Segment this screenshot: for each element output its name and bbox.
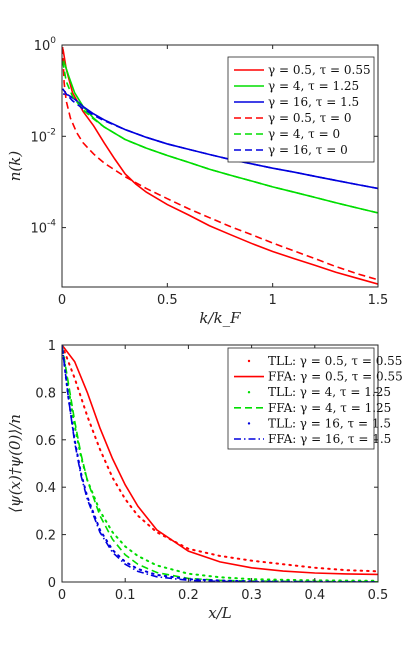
y-tick-label: 0 — [48, 576, 56, 591]
axes-box — [61, 344, 379, 583]
legend-box — [227, 347, 375, 450]
x-tick-label: 0.2 — [178, 588, 199, 603]
legend-entry: γ = 4, τ = 0 — [268, 127, 340, 141]
y-axis-label: n(k) — [6, 151, 24, 182]
series-line-4 — [62, 47, 378, 281]
y-tick-label: 10-2 — [30, 127, 56, 145]
legend-swatch — [247, 391, 251, 394]
chart-2: 0 0.1 0.2 0.3 0.4 0.5 0 0.2 0.4 0.6 0.8 1 x/L ⟨ψ(x)†ψ… — [6, 339, 403, 622]
legend-entry: TLL: γ = 4, τ = 1.25 — [268, 385, 391, 399]
legend-swatch — [247, 359, 251, 363]
y-tick-exponent: 0 — [50, 36, 56, 46]
y-tick-base: 10 — [30, 130, 47, 145]
legend: γ = 0.5, τ = 0.55 γ = 4, τ = 1.25 γ = 16, … — [227, 56, 375, 163]
y-tick-exponent: -4 — [47, 219, 56, 229]
legend-entry: γ = 4, τ = 1.25 — [268, 79, 359, 93]
x-tick-label: 0 — [58, 588, 66, 603]
legend: TLL: γ = 0.5, τ = 0.55 FFA: γ = 0.5, τ = … — [227, 347, 403, 450]
y-tick-label: 0.6 — [35, 434, 56, 449]
series-line-4 — [62, 345, 378, 582]
series-line-2 — [62, 345, 378, 576]
legend-entry: FFA: γ = 16, τ = 1.5 — [268, 432, 391, 446]
y-tick-label: 1 — [48, 339, 56, 354]
x-axis-label: k/k_F — [199, 309, 241, 327]
x-tick-label: 1.5 — [368, 293, 389, 308]
legend-entry: TLL: γ = 16, τ = 1.5 — [268, 416, 391, 430]
legend-entry: γ = 16, τ = 0 — [268, 143, 348, 157]
x-tick-label: 1 — [269, 293, 277, 308]
legend-entry: FFA: γ = 4, τ = 1.25 — [268, 401, 391, 415]
x-tick-label: 0.4 — [304, 588, 325, 603]
x-axis-label: x/L — [208, 604, 232, 622]
x-tick-label: 0.5 — [368, 588, 389, 603]
series-line-6 — [62, 88, 378, 190]
legend-entry: TLL: γ = 0.5, τ = 0.55 — [268, 354, 402, 368]
legend-entry: FFA: γ = 0.5, τ = 0.55 — [268, 370, 403, 384]
x-tick-label: 0.3 — [241, 588, 262, 603]
series-line-3 — [62, 93, 378, 190]
y-tick-base: 10 — [30, 222, 47, 237]
legend-box — [227, 56, 375, 163]
y-tick-label: 10-4 — [30, 219, 56, 237]
axes-box — [61, 44, 379, 288]
legend-swatch — [247, 422, 251, 425]
series-line-1 — [62, 345, 378, 573]
y-tick-label: 0.2 — [35, 529, 56, 544]
y-tick-base: 10 — [34, 39, 51, 54]
legend-entry: γ = 0.5, τ = 0.55 — [268, 63, 371, 77]
y-tick-exponent: -2 — [47, 127, 56, 137]
x-tick-label: 0 — [58, 293, 66, 308]
y-tick-label: 0.8 — [35, 386, 56, 401]
y-tick-label: 0.4 — [35, 481, 56, 496]
y-axis-label: ⟨ψ(x)†ψ(0)⟩/n — [6, 414, 24, 513]
series-line-1 — [62, 49, 378, 285]
legend-entry: γ = 0.5, τ = 0 — [268, 111, 352, 125]
legend-entry: γ = 16, τ = 1.5 — [268, 95, 359, 109]
x-tick-label: 0.1 — [115, 588, 136, 603]
x-tick-label: 0.5 — [157, 293, 178, 308]
y-tick-label: 100 — [34, 36, 57, 54]
